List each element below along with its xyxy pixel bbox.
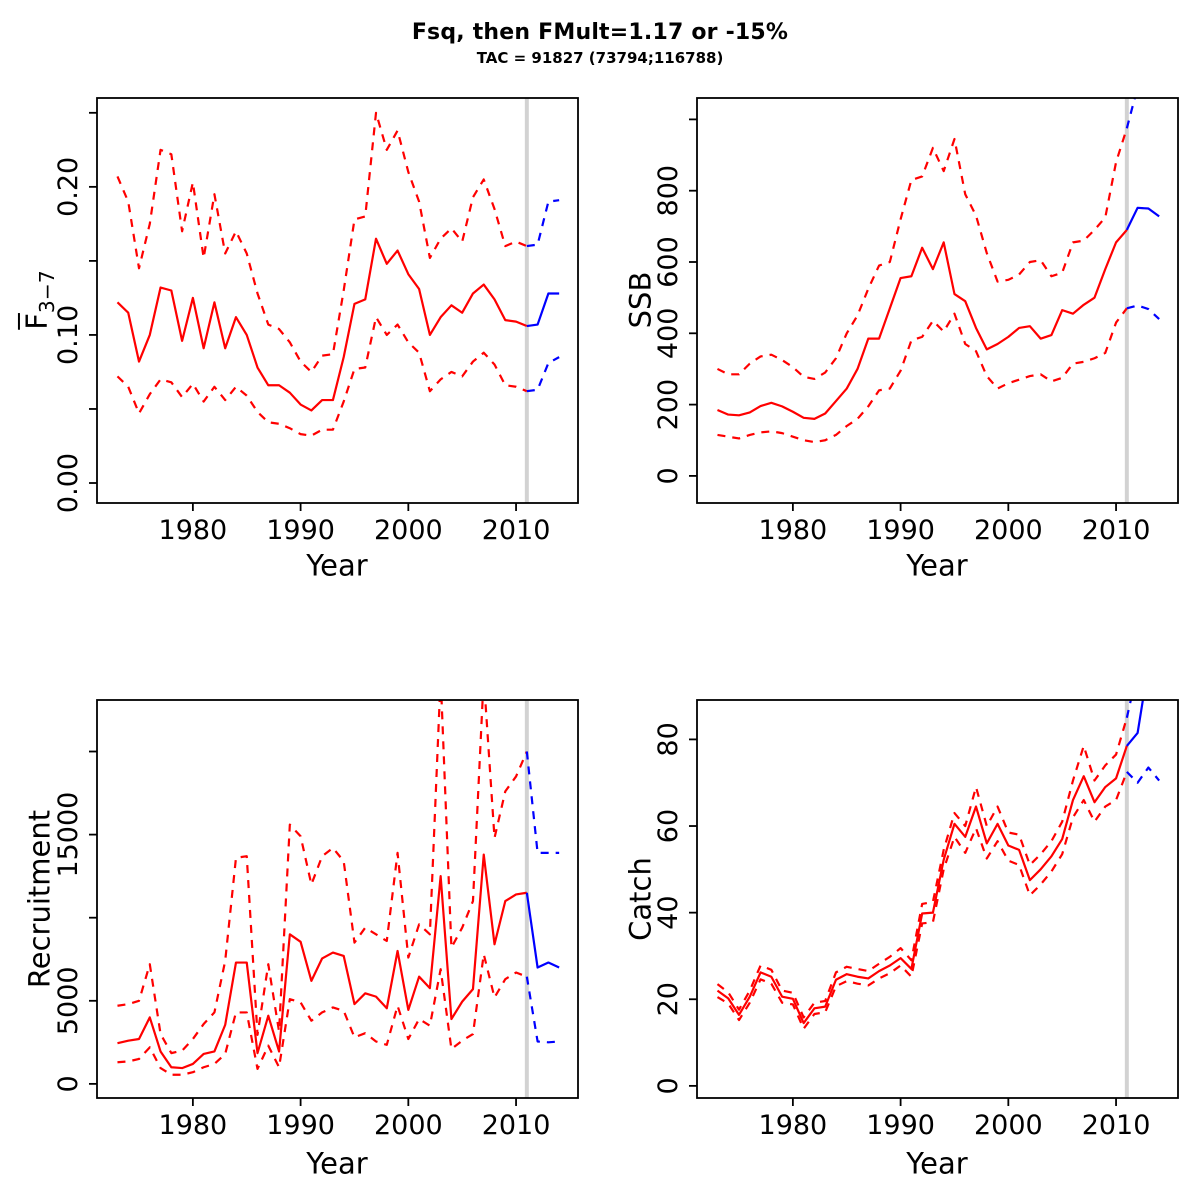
ssb-label-text: SSB [623,271,658,329]
svg-text:1980: 1980 [159,515,228,546]
figure-title: Fsq, then FMult=1.17 or -15% [411,20,789,45]
svg-text:2010: 2010 [1082,1110,1151,1141]
series-catch-upper [716,717,1128,1019]
series-ssb-proj-lower [1126,304,1160,320]
series-fbar-median [116,237,528,412]
series-fbar-proj-upper [526,199,560,248]
series-ssb-lower [717,307,1128,444]
series-recruitment-proj-upper [525,751,560,854]
series-ssb-upper [716,127,1128,381]
panel-catch: 1980 1990 2000 2010 0 20 40 60 80 [653,699,1179,1141]
series-recruitment-upper [117,700,528,1055]
svg-text:1980: 1980 [159,1110,228,1141]
series-catch-proj-median [1125,700,1144,747]
svg-text:0: 0 [53,1075,84,1092]
svg-text:2010: 2010 [1082,515,1151,546]
series-ssb-median [717,229,1128,420]
panel-fbar: 1980 1990 2000 2010 0.00 0.10 0.20 [53,97,579,546]
svg-text:60: 60 [653,809,684,843]
x-axis-title-catch: Year [906,1146,968,1181]
x-axis-title-ssb: Year [906,548,968,583]
svg-text:1990: 1990 [266,1110,335,1141]
panel-recruitment: 1980 1990 2000 2010 0 5000 15000 [53,699,579,1141]
x-axis-title-fbar: Year [306,548,368,583]
y-axis-title-recruitment: Recruitment [22,809,57,989]
series-recruitment-proj-median [525,892,560,969]
series-fbar-proj-lower [526,356,560,393]
svg-text:0.10: 0.10 [53,305,84,365]
series-recruitment-median [117,853,527,1070]
fbar-subscript: 3−7 [34,270,59,314]
panel-ssb: 1980 1990 2000 2010 0 200 400 600 800 [653,97,1179,546]
recruitment-label-text: Recruitment [22,809,57,989]
series-fbar-lower [116,316,528,437]
svg-text:1980: 1980 [759,515,828,546]
svg-text:2010: 2010 [482,515,551,546]
svg-text:15000: 15000 [53,792,84,878]
svg-text:40: 40 [653,895,684,929]
svg-text:400: 400 [653,308,684,360]
y-axis-title-ssb: SSB [623,271,658,329]
svg-text:0.20: 0.20 [53,157,84,217]
series-recruitment-proj-lower [525,976,560,1044]
svg-text:20: 20 [653,982,684,1016]
svg-text:200: 200 [653,379,684,431]
svg-text:0.00: 0.00 [53,453,84,513]
series-catch-lower [716,771,1128,1030]
series-recruitment-lower [117,953,528,1076]
series-fbar-proj-median [526,292,560,328]
series-fbar-upper [116,111,528,374]
series-catch-proj-lower [1126,766,1160,784]
svg-text:2000: 2000 [974,515,1043,546]
svg-text:0: 0 [653,1077,684,1094]
y-axis-title-fbar: F3−7 [19,270,59,330]
catch-label-text: Catch [623,857,658,941]
series-ssb-proj-median [1125,206,1160,231]
svg-text:1980: 1980 [759,1110,828,1141]
svg-text:2010: 2010 [482,1110,551,1141]
series-ssb-proj-upper [1125,98,1136,129]
svg-text:2000: 2000 [974,1110,1043,1141]
svg-text:800: 800 [653,165,684,217]
figure-subtitle: TAC = 91827 (73794;116788) [476,49,724,67]
svg-text:1990: 1990 [866,1110,935,1141]
svg-text:1990: 1990 [266,515,335,546]
svg-text:2000: 2000 [374,1110,443,1141]
x-axis-title-recruitment: Year [306,1146,368,1181]
y-axis-title-catch: Catch [623,857,658,941]
series-catch-median [716,745,1128,1025]
svg-text:2000: 2000 [374,515,443,546]
svg-text:1990: 1990 [866,515,935,546]
svg-text:0: 0 [653,467,684,484]
svg-text:80: 80 [653,722,684,756]
fbar-symbol: F [19,313,54,330]
svg-text:5000: 5000 [53,966,84,1035]
svg-text:600: 600 [653,236,684,288]
